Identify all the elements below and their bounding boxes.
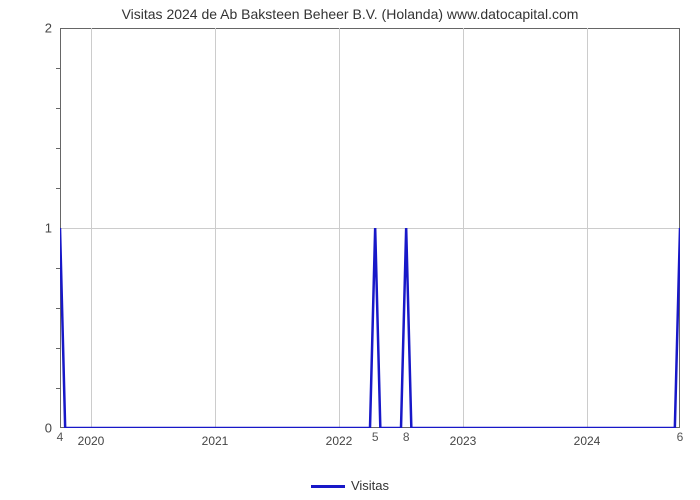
data-point-label: 6 [677,430,684,444]
y-tick-label: 1 [45,221,52,236]
data-point-label: 5 [372,430,379,444]
chart-container: Visitas 2024 de Ab Baksteen Beheer B.V. … [0,0,700,500]
legend-label: Visitas [351,478,389,493]
data-point-label: 4 [57,430,64,444]
data-point-label: 8 [403,430,410,444]
y-tick-label: 0 [45,421,52,436]
chart-title: Visitas 2024 de Ab Baksteen Beheer B.V. … [0,6,700,22]
legend-line [311,485,345,488]
x-tick-label: 2024 [574,434,601,448]
y-tick-label: 2 [45,21,52,36]
plot-area: 012202020212022202320244586 [60,28,680,428]
legend: Visitas [0,478,700,493]
x-tick-label: 2022 [326,434,353,448]
x-tick-label: 2020 [78,434,105,448]
x-tick-label: 2023 [450,434,477,448]
series-line [60,28,680,428]
x-tick-label: 2021 [202,434,229,448]
